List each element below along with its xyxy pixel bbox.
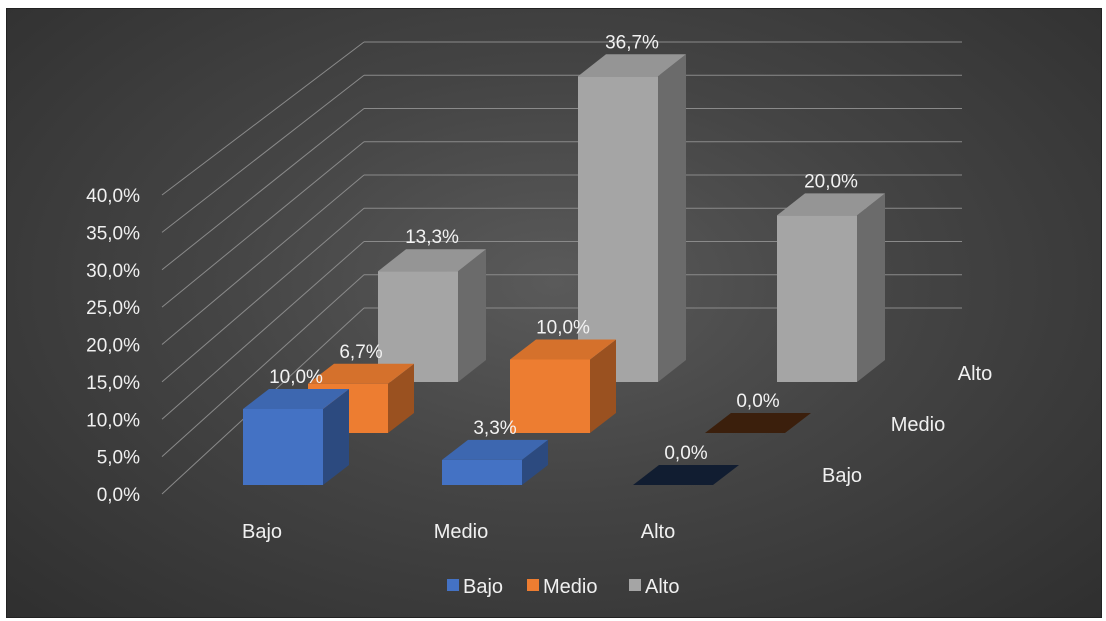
depth-label: Bajo (822, 465, 862, 487)
data-label: 6,7% (339, 342, 382, 363)
bar-bajo-bajo (243, 389, 349, 485)
bar-front (243, 409, 323, 485)
bar-top (510, 339, 616, 360)
legend-item: Alto (629, 576, 679, 598)
legend-item: Bajo (447, 576, 503, 598)
gridline-wall (161, 141, 365, 308)
data-label: 0,0% (664, 443, 707, 464)
category-labels: Bajo Medio Alto (242, 521, 675, 543)
bar-front (777, 215, 857, 382)
legend: Bajo Medio Alto (447, 576, 679, 598)
gridline-wall (161, 207, 365, 383)
data-label: 36,7% (605, 32, 659, 53)
y-tick-label: 20,0% (86, 336, 140, 357)
y-tick-label: 30,0% (86, 261, 140, 282)
gridline-wall (161, 174, 365, 345)
bar-alto-alto (777, 193, 885, 382)
bar-side (522, 439, 548, 485)
bar-medio-alto (705, 413, 811, 433)
depth-label: Alto (958, 363, 992, 385)
gridline-wall (161, 74, 365, 233)
gridline-wall (161, 108, 365, 271)
chart-area (6, 8, 1102, 618)
bar-top (633, 465, 739, 485)
bar-top (442, 439, 548, 460)
bar-top (705, 413, 811, 433)
bar-medio-medio (510, 339, 616, 433)
legend-label: Bajo (463, 576, 503, 598)
legend-swatch (447, 579, 459, 591)
legend-swatch (629, 579, 641, 591)
y-tick-label: 35,0% (86, 223, 140, 244)
bar-bajo-medio (442, 439, 548, 485)
bar-front (578, 76, 658, 382)
bar-alto-bajo (378, 249, 486, 382)
bars (243, 54, 885, 485)
y-tick-label: 15,0% (86, 373, 140, 394)
bar-top (578, 54, 686, 77)
bar-front (378, 271, 458, 382)
y-tick-label: 40,0% (86, 186, 140, 207)
data-labels: 13,3% 36,7% 20,0% 6,7% 10,0% 0,0% 10,0% 3,3% 0,0… (269, 32, 858, 464)
gridline-wall (161, 241, 365, 420)
legend-label: Medio (543, 576, 597, 598)
y-tick-label: 25,0% (86, 298, 140, 319)
bar-bajo-alto (633, 465, 739, 485)
bar-alto-medio (578, 54, 686, 382)
depth-labels: Bajo Medio Alto (822, 363, 992, 487)
bar-front (510, 359, 590, 433)
y-tick-label: 10,0% (86, 410, 140, 431)
bar-side (323, 389, 349, 485)
bar-top (777, 193, 885, 216)
bar-side (458, 249, 486, 382)
y-axis-ticks: 0,0% 5,0% 10,0% 15,0% 20,0% 25,0% 30,0% 35,0% 40… (86, 186, 140, 506)
bar-side (857, 193, 885, 382)
category-label: Alto (641, 521, 675, 543)
bar-top (378, 249, 486, 272)
bar-front (442, 459, 522, 485)
bar-top (308, 363, 414, 384)
legend-item: Medio (527, 576, 597, 598)
data-label: 10,0% (536, 318, 590, 339)
bar-top (243, 389, 349, 409)
gridline-wall (161, 274, 365, 457)
data-label: 0,0% (736, 391, 779, 412)
bar-side (388, 363, 414, 433)
depth-label: Medio (891, 414, 945, 436)
y-tick-label: 0,0% (97, 485, 140, 506)
bar-side (590, 339, 616, 433)
legend-swatch (527, 579, 539, 591)
gridline-wall (161, 41, 365, 196)
y-tick-label: 5,0% (97, 448, 140, 469)
data-label: 13,3% (405, 227, 459, 248)
legend-label: Alto (645, 576, 679, 598)
data-label: 10,0% (269, 367, 323, 388)
data-label: 3,3% (473, 418, 516, 439)
category-label: Bajo (242, 521, 282, 543)
category-label: Medio (434, 521, 488, 543)
data-label: 20,0% (804, 171, 858, 192)
bar-side (658, 54, 686, 382)
